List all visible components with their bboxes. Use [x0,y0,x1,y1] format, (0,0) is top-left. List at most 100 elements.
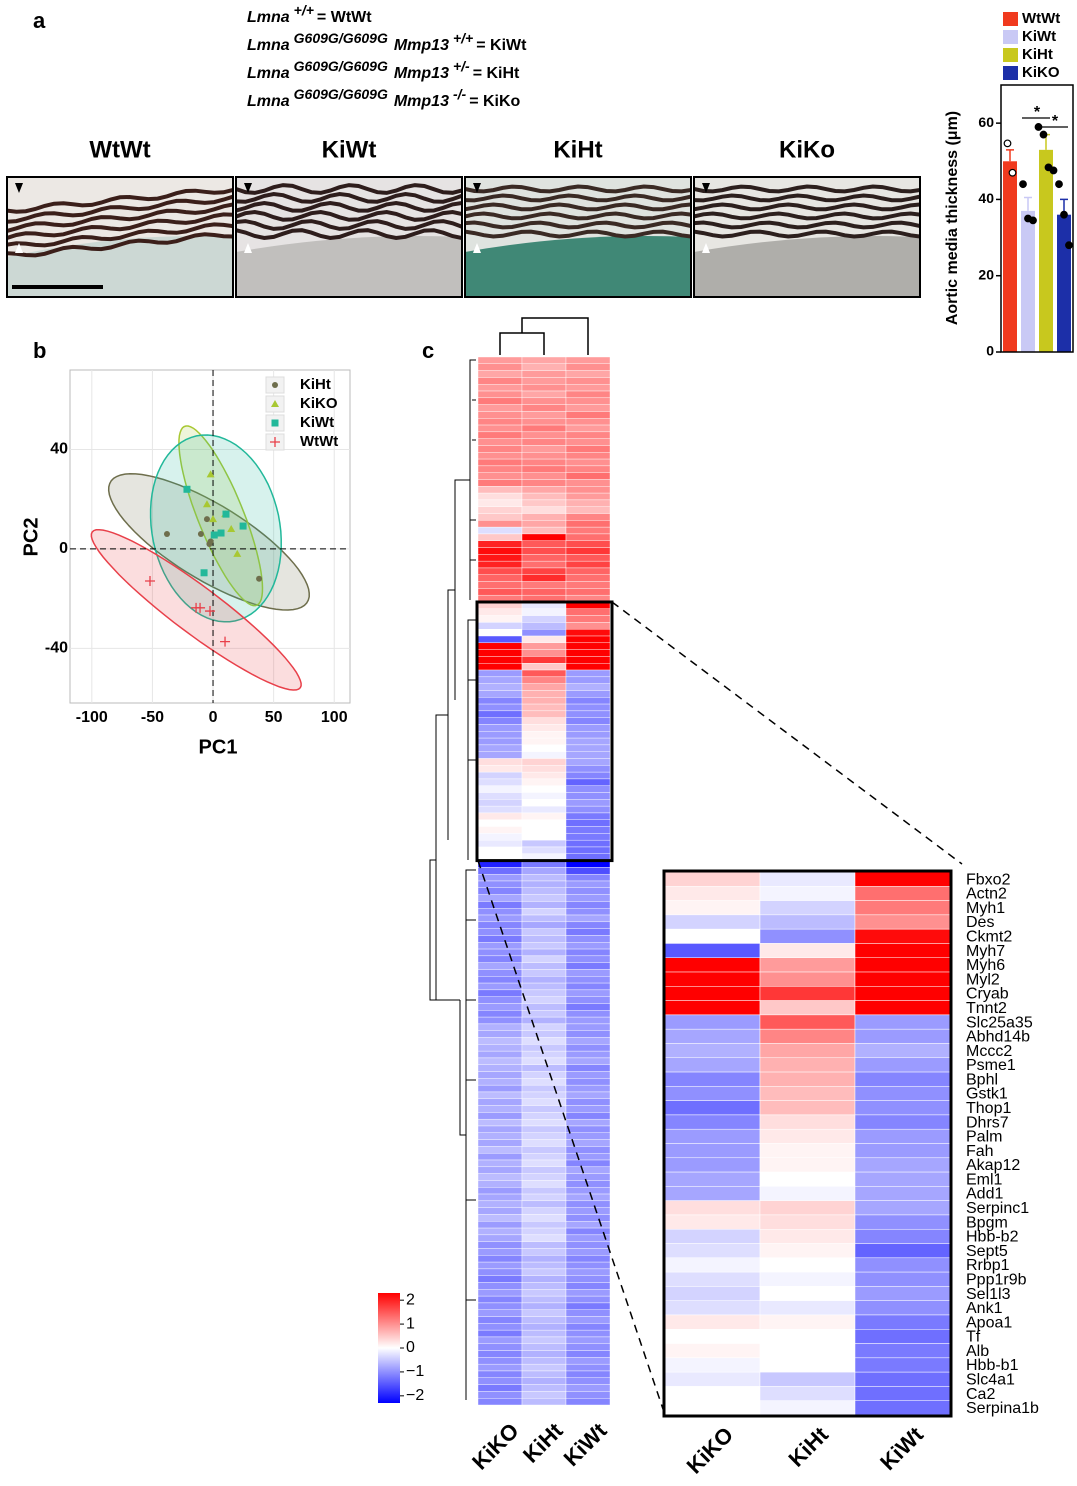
zoom-cell [760,1401,855,1415]
heatmap-cell [522,1310,566,1317]
zoom-cell [760,1115,855,1129]
histology-image [7,177,233,297]
heatmap-cell [522,452,566,459]
panel-label: b [33,338,46,363]
heatmap-cell [522,1031,566,1038]
heatmap-cell [566,1119,610,1126]
point [206,541,212,547]
heatmap-cell [522,1194,566,1201]
zoom-cell [855,1258,950,1272]
heatmap-cell [478,500,522,507]
heatmap-cell [522,1167,566,1174]
heatmap-cell [566,881,610,888]
heatmap-cell [566,473,610,480]
heatmap-cell [522,636,566,643]
heatmap-cell [478,1180,522,1187]
heatmap-cell [522,1351,566,1358]
heatmap-cell [522,1051,566,1058]
data-point [1030,217,1037,224]
heatmap-cell [522,582,566,589]
heatmap-cell [522,997,566,1004]
zoom-cell [665,1186,760,1200]
heatmap-cell [566,1276,610,1283]
zoom-cell [665,1344,760,1358]
heatmap-cell [478,820,522,827]
heatmap-cell [566,371,610,378]
heatmap-cell [478,1317,522,1324]
heatmap-cell [522,969,566,976]
heatmap-cell [522,806,566,813]
heatmap-cell [522,527,566,534]
heatmap-cell [478,1112,522,1119]
heatmap-cell [478,1269,522,1276]
heatmap-cell [566,479,610,486]
heatmap-cell [566,582,610,589]
legend-label: KiHt [300,376,331,393]
zoom-cell [760,1015,855,1029]
zoom-cell [665,1358,760,1372]
heatmap-cell [522,1038,566,1045]
zoom-cell [760,929,855,943]
heatmap-cell [566,969,610,976]
image-title: KiKo [779,136,835,163]
heatmap-cell [478,997,522,1004]
heatmap-cell [566,976,610,983]
heatmap-cell [522,1174,566,1181]
legend-swatch [1003,66,1018,80]
zoom-cell [760,1043,855,1057]
heatmap-cell [478,881,522,888]
heatmap-cell [522,949,566,956]
heatmap-cell [478,616,522,623]
heatmap-cell [566,711,610,718]
heatmap-cell [566,1051,610,1058]
heatmap-cell [478,554,522,561]
heatmap-cell [522,459,566,466]
heatmap-cell [478,901,522,908]
heatmap-cell [522,1317,566,1324]
zoom-cell [760,1158,855,1172]
heatmap-cell [522,935,566,942]
heatmap-cell [566,1187,610,1194]
heatmap-cell [566,391,610,398]
data-point [1004,140,1011,147]
heatmap-cell [566,568,610,575]
heatmap-cell [566,1038,610,1045]
heatmap-cell [522,561,566,568]
heatmap-cell [478,1174,522,1181]
heatmap-cell [566,956,610,963]
heatmap-cell [522,1106,566,1113]
heatmap-cell [478,534,522,541]
zoom-cell [855,929,950,943]
heatmap-cell [522,1323,566,1330]
heatmap-cell [478,493,522,500]
heatmap-cell [566,1289,610,1296]
zoom-cell [760,1029,855,1043]
heatmap-cell [478,670,522,677]
heatmap-cell [522,479,566,486]
zoom-cell [760,1329,855,1343]
x-tick-label: 100 [321,709,348,726]
heatmap-cell [478,384,522,391]
heatmap-cell [478,405,522,412]
heatmap-cell [522,391,566,398]
heatmap-cell [478,1262,522,1269]
heatmap-cell [478,976,522,983]
zoom-cell [760,1186,855,1200]
heatmap-cell [566,357,610,364]
genotype-text: +/- [453,58,470,74]
column-label: KiKO [682,1422,739,1479]
heatmap-cell [478,840,522,847]
zoom-cell [665,1086,760,1100]
heatmap-cell [522,799,566,806]
heatmap-cell [566,1194,610,1201]
heatmap-cell [522,1208,566,1215]
heatmap-cell [566,643,610,650]
zoom-cell [855,1286,950,1300]
zoom-cell [665,872,760,886]
heatmap-cell [522,1371,566,1378]
zoom-cell [855,886,950,900]
x-tick-label: 0 [209,709,218,726]
heatmap-cell [522,1160,566,1167]
heatmap-cell [566,942,610,949]
heatmap-cell [566,1078,610,1085]
